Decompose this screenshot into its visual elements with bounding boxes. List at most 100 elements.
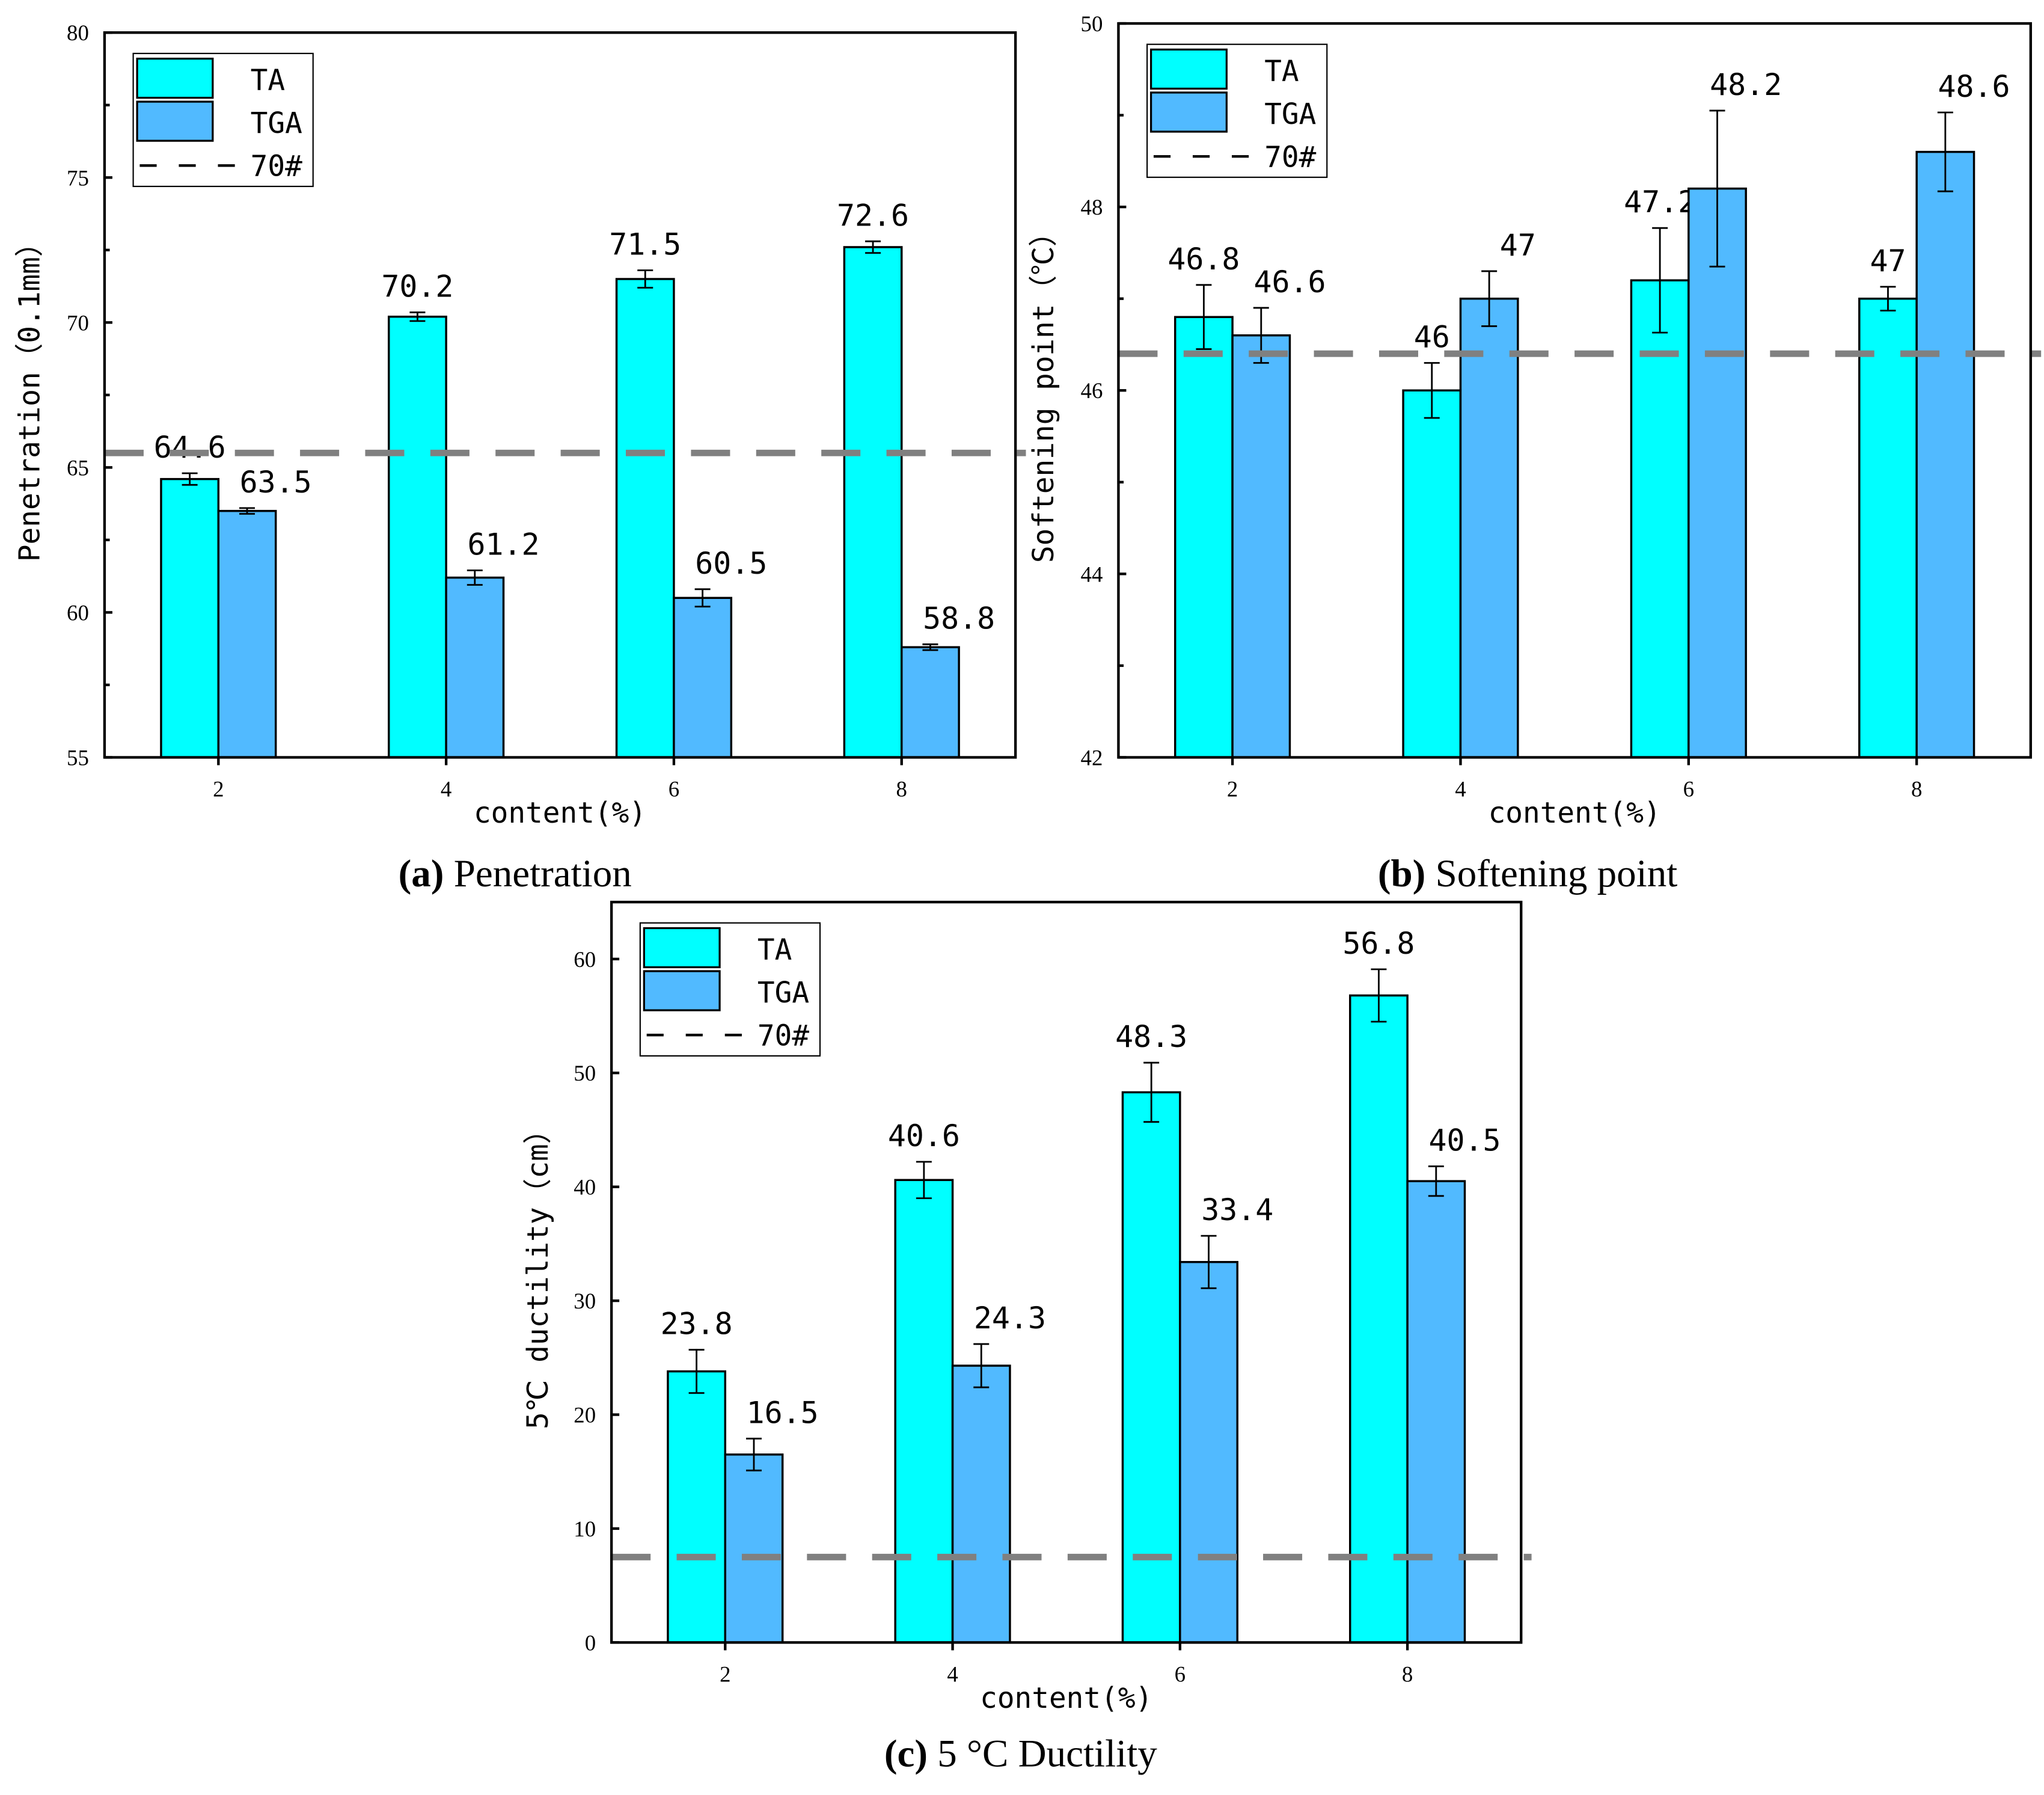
bar-ta: [160, 477, 220, 759]
y-tick-label: 60: [67, 600, 89, 625]
caption-text: Penetration: [444, 852, 631, 895]
data-label-ta: 71.5: [609, 227, 681, 262]
y-tick-label: 65: [67, 455, 89, 480]
x-tick-label: 2: [720, 1662, 730, 1686]
y-tick-label: 70: [67, 310, 89, 335]
x-tick-label: 6: [1175, 1662, 1186, 1686]
data-label-tga: 61.2: [467, 527, 539, 562]
x-axis-label: content(%): [1489, 797, 1661, 830]
data-label-tga: 33.4: [1201, 1192, 1273, 1227]
y-tick-label: 50: [574, 1061, 596, 1085]
legend-swatch-ta: [643, 927, 721, 969]
y-tick-label: 40: [574, 1175, 596, 1200]
data-label-tga: 63.5: [240, 465, 312, 500]
bar-ta: [388, 315, 447, 759]
y-tick-label: 10: [574, 1517, 596, 1541]
legend-label-tga: TGA: [757, 977, 809, 1010]
bar-tga: [724, 1453, 784, 1644]
y-axis-label: Penetration（0.1mm）: [14, 228, 47, 562]
legend-label-70: 70#: [1264, 141, 1316, 174]
caption: (a) Penetration: [399, 852, 632, 895]
y-tick-label: 20: [574, 1403, 596, 1428]
chart-c: 0 10 20 30 40 50 60 23.8 40.6 48.3 56.8 16.5 24.3 33.…: [522, 900, 1532, 1775]
y-tick-label: 50: [1081, 11, 1103, 36]
y-tick-label: 42: [1081, 745, 1103, 770]
data-label-tga: 24.3: [974, 1301, 1046, 1336]
y-tick-label: 46: [1081, 378, 1103, 403]
data-label-ta: 72.6: [837, 198, 909, 233]
plot-frame: [1117, 22, 2033, 759]
y-tick-label: 60: [574, 947, 596, 972]
bar-tga: [1915, 150, 1975, 759]
caption: (b) Softening point: [1378, 852, 1677, 895]
bar-ta: [1402, 389, 1462, 759]
legend-swatch-ta: [136, 57, 214, 99]
legend-swatch-tga: [136, 100, 214, 142]
bar-tga: [217, 509, 277, 759]
bar-tga: [1688, 187, 1747, 759]
bar-ta: [894, 1179, 954, 1644]
data-label-tga: 16.5: [747, 1395, 819, 1430]
data-label-ta: 23.8: [661, 1307, 733, 1342]
x-axis-label: content(%): [980, 1682, 1152, 1715]
bar-tga: [951, 1364, 1011, 1644]
x-tick-label: 6: [1683, 776, 1694, 801]
bar-ta: [843, 246, 903, 759]
caption-letter: (c): [884, 1732, 928, 1775]
bar-tga: [1406, 1180, 1466, 1644]
legend-label-tga: TGA: [251, 107, 302, 140]
caption: (c) 5 °C Ductility: [884, 1732, 1157, 1775]
legend-label-ta: TA: [1264, 55, 1299, 88]
x-tick-label: 8: [1911, 776, 1922, 801]
y-axis-label: Softening point（℃）: [1027, 218, 1060, 563]
data-label-ta: 46: [1414, 319, 1450, 354]
bar-ta: [1858, 297, 1918, 759]
caption-letter: (b): [1378, 852, 1425, 895]
x-tick-label: 4: [947, 1662, 958, 1686]
bar-ta: [1173, 316, 1234, 759]
x-tick-label: 4: [441, 776, 451, 801]
data-label-ta: 48.3: [1115, 1019, 1187, 1054]
data-label-tga: 40.5: [1428, 1123, 1501, 1158]
bar-tga: [445, 576, 505, 759]
legend: TA TGA 70#: [1146, 43, 1328, 178]
y-tick-label: 55: [67, 745, 89, 770]
legend-label-ta: TA: [251, 64, 285, 97]
plot-frame: [610, 900, 1523, 1644]
bar-ta: [1348, 994, 1409, 1644]
caption-letter: (a): [399, 852, 444, 895]
caption-text: Softening point: [1425, 852, 1677, 895]
bar-ta: [1121, 1091, 1181, 1644]
legend: TA TGA 70#: [639, 922, 821, 1057]
data-label-tga: 48.6: [1938, 69, 2010, 104]
bar-tga: [1231, 334, 1291, 759]
x-tick-label: 2: [213, 776, 224, 801]
x-tick-label: 2: [1227, 776, 1238, 801]
y-tick-label: 75: [67, 165, 89, 190]
data-label-ta: 46.8: [1167, 242, 1240, 277]
legend-swatch-tga: [643, 970, 721, 1011]
chart-a: 55 60 65 70 75 80 64.6 70.2 71.5 72.6 63.5 61.2 60.5…: [14, 20, 1026, 895]
data-label-ta: 64.6: [154, 430, 226, 465]
plot-frame: [103, 31, 1017, 759]
y-tick-label: 80: [67, 20, 89, 45]
caption-text: 5 °C Ductility: [928, 1732, 1157, 1775]
y-tick-label: 30: [574, 1289, 596, 1313]
x-tick-label: 4: [1455, 776, 1466, 801]
y-tick-label: 0: [585, 1630, 596, 1655]
data-label-tga: 47: [1500, 228, 1536, 263]
data-label-tga: 48.2: [1710, 67, 1782, 102]
legend-label-ta: TA: [757, 933, 792, 966]
y-tick-label: 44: [1081, 562, 1103, 586]
x-tick-label: 6: [669, 776, 679, 801]
data-label-tga: 46.6: [1253, 265, 1326, 299]
y-axis-label: 5℃ ductility（cm）: [522, 1115, 555, 1429]
data-label-ta: 40.6: [888, 1118, 960, 1153]
legend-swatch-ta: [1149, 48, 1228, 90]
y-tick-label: 48: [1081, 195, 1103, 219]
bar-tga: [901, 646, 960, 759]
data-label-ta: 47.2: [1624, 185, 1696, 219]
bar-tga: [1459, 297, 1519, 759]
data-label-tga: 58.8: [923, 601, 995, 636]
